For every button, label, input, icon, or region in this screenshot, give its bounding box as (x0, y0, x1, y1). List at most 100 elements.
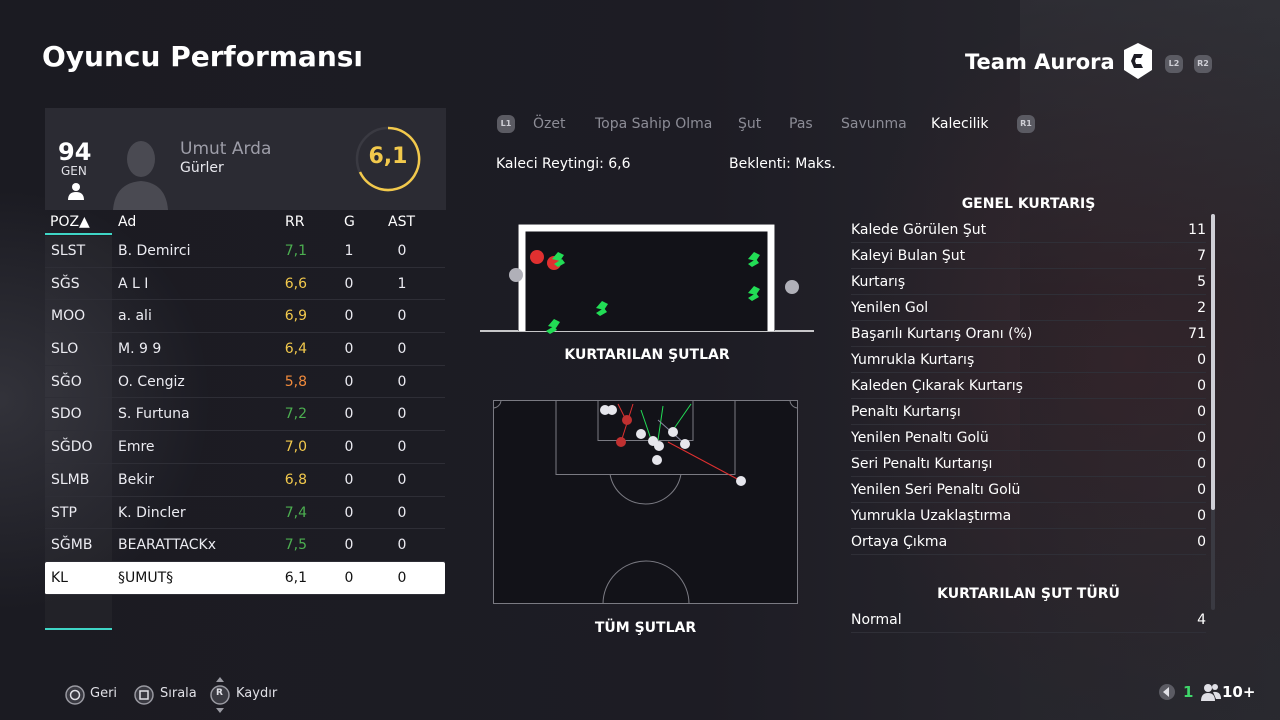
tab-1[interactable]: Topa Sahip Olma (595, 116, 713, 132)
cell-name: Emre (118, 439, 155, 456)
cell-position: SLMB (51, 471, 90, 488)
cell-name: A L I (118, 275, 149, 292)
cell-position: SĞMB (51, 537, 93, 554)
stat-label: Kaleden Çıkarak Kurtarış (851, 378, 1023, 394)
stat-label: Penaltı Kurtarışı (851, 404, 961, 420)
cell-assists: 0 (397, 243, 407, 259)
table-row[interactable]: STP K. Dincler 7,4 0 0 (45, 497, 445, 530)
table-row[interactable]: KL §UMUT§ 6,1 0 0 (45, 561, 445, 595)
cell-position: SLO (51, 341, 79, 358)
cell-name: BEARATTACKx (118, 537, 217, 554)
cell-name: §UMUT§ (118, 569, 174, 586)
cell-assists: 0 (397, 406, 407, 423)
goal-frame (518, 224, 775, 331)
stat-row: Yumrukla Uzaklaştırma 0 (851, 503, 1206, 529)
square-button-icon[interactable] (134, 685, 154, 705)
cell-name: a. ali (118, 308, 152, 325)
table-row[interactable]: SĞDO Emre 7,0 0 0 (45, 431, 445, 464)
general-saves-title: GENEL KURTARIŞ (961, 196, 1096, 212)
table-row[interactable]: SLMB Bekir 6,8 0 0 (45, 464, 445, 497)
tab-3[interactable]: Pas (789, 116, 813, 132)
header-ast[interactable]: AST (388, 214, 416, 230)
tab-0[interactable]: Özet (533, 116, 566, 132)
stat-row: Ortaya Çıkma 0 (851, 529, 1206, 555)
back-label[interactable]: Geri (90, 686, 118, 701)
position-column-highlight (45, 236, 112, 630)
stat-row: Yumrukla Kurtarış 0 (851, 347, 1206, 373)
table-row[interactable]: MOO a. ali 6,9 0 0 (45, 300, 445, 334)
all-shots-pitch-map (493, 400, 798, 604)
stat-row: Seri Penaltı Kurtarışı 0 (851, 451, 1206, 477)
cell-position: SĞDO (51, 439, 93, 456)
l2-button-icon[interactable]: L2 (1165, 55, 1183, 73)
shot-type-label: Normal (851, 612, 902, 628)
pitch-border (493, 400, 798, 604)
stat-row: Yenilen Seri Penaltı Golü 0 (851, 477, 1206, 503)
table-row[interactable]: SĞS A L I 6,6 0 1 (45, 268, 445, 301)
table-row[interactable]: SDO S. Furtuna 7,2 0 0 (45, 398, 445, 432)
cell-goals: 0 (344, 504, 354, 521)
cell-name: S. Furtuna (118, 406, 190, 423)
tab-5[interactable]: Kalecilik (931, 116, 989, 132)
cell-goals: 0 (344, 537, 354, 554)
shot-marker-wide (509, 268, 523, 282)
cell-position: SĞS (51, 275, 80, 292)
header-poz[interactable]: POZ▲ (50, 214, 90, 230)
cell-rating: 5,8 (284, 373, 307, 390)
cell-rating: 6,9 (284, 308, 307, 325)
circle-button-icon[interactable] (65, 685, 85, 705)
tab-4[interactable]: Savunma (841, 116, 907, 132)
r1-button-icon[interactable]: R1 (1017, 115, 1035, 133)
match-rating-ring (355, 126, 421, 192)
cell-position: SLST (51, 243, 86, 259)
page-left-icon[interactable] (1158, 683, 1176, 701)
header-g[interactable]: G (344, 214, 355, 230)
corner-arcs (493, 400, 798, 409)
table-body: SLST B. Demirci 7,1 1 0 SĞS A L I 6,6 0 1 MOO a. al… (45, 235, 445, 595)
stats-scroll-thumb[interactable] (1211, 214, 1215, 510)
stat-value: 0 (1197, 404, 1206, 420)
stat-value: 11 (1188, 222, 1206, 238)
scroll-label[interactable]: Kaydır (236, 686, 278, 701)
cell-goals: 0 (344, 471, 354, 488)
center-circle (602, 560, 690, 604)
cell-position: KL (51, 569, 68, 586)
cell-rating: 7,4 (284, 504, 307, 521)
table-header: POZ▲ Ad RR G AST (45, 210, 445, 235)
sort-label[interactable]: Sırala (160, 686, 197, 701)
tab-2[interactable]: Şut (738, 116, 762, 132)
right-stick-icon[interactable] (210, 675, 230, 715)
table-row[interactable]: SLST B. Demirci 7,1 1 0 (45, 235, 445, 268)
shot-type-value: 4 (1197, 612, 1206, 628)
stat-row: Kaleyi Bulan Şut 7 (851, 243, 1206, 269)
save-glove-icon (546, 319, 560, 334)
table-row[interactable]: SĞO O. Cengiz 5,8 0 0 (45, 366, 445, 399)
save-glove-icon (748, 286, 760, 301)
cell-assists: 0 (397, 439, 407, 456)
match-rating-value: 6,1 (368, 144, 408, 169)
saved-shots-label: KURTARILAN ŞUTLAR (564, 347, 730, 363)
cell-assists: 0 (397, 569, 407, 586)
player-avatar (113, 141, 168, 210)
six-yard-box (597, 400, 694, 441)
stat-value: 0 (1197, 430, 1206, 446)
stat-row: Yenilen Penaltı Golü 0 (851, 425, 1206, 451)
cell-assists: 0 (397, 341, 407, 358)
stat-label: Yenilen Gol (851, 300, 929, 316)
stat-value: 7 (1197, 248, 1206, 264)
saved-shots-goal-map (480, 224, 814, 334)
player-first-name: Umut Arda (180, 139, 272, 159)
table-row[interactable]: SLO M. 9 9 6,4 0 0 (45, 333, 445, 366)
header-rr[interactable]: RR (285, 214, 305, 230)
r2-button-icon[interactable]: R2 (1194, 55, 1212, 73)
cell-goals: 0 (344, 275, 354, 292)
cell-position: SDO (51, 406, 82, 423)
cell-position: SĞO (51, 373, 82, 390)
header-ad[interactable]: Ad (118, 214, 137, 230)
table-row[interactable]: SĞMB BEARATTACKx 7,5 0 0 (45, 529, 445, 562)
stat-label: Yenilen Seri Penaltı Golü (851, 482, 1021, 498)
stat-label: Kalede Görülen Şut (851, 222, 987, 238)
l1-button-icon[interactable]: L1 (497, 115, 515, 133)
cell-rating: 7,5 (284, 537, 307, 554)
shot-markers (600, 405, 746, 486)
